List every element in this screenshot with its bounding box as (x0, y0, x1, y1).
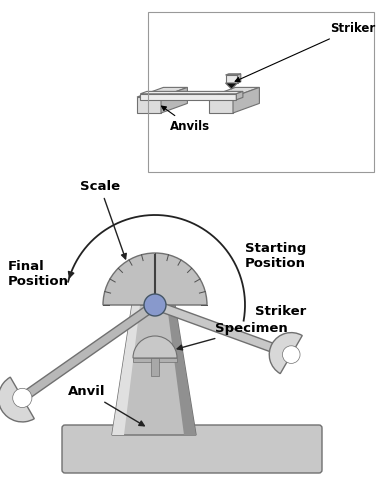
Text: Striker: Striker (255, 305, 306, 318)
Circle shape (144, 294, 166, 316)
Polygon shape (225, 83, 237, 89)
Polygon shape (225, 75, 237, 83)
Polygon shape (137, 88, 187, 97)
Polygon shape (20, 302, 157, 402)
Circle shape (13, 388, 32, 407)
Polygon shape (140, 94, 236, 100)
Wedge shape (269, 332, 302, 374)
Polygon shape (225, 74, 241, 75)
Polygon shape (237, 74, 241, 83)
Polygon shape (137, 97, 161, 113)
Text: Starting
Position: Starting Position (245, 242, 306, 270)
Circle shape (283, 346, 300, 364)
Polygon shape (161, 88, 187, 113)
Polygon shape (154, 301, 293, 359)
Wedge shape (133, 336, 177, 358)
Polygon shape (167, 305, 196, 435)
Polygon shape (236, 92, 243, 100)
Polygon shape (209, 97, 233, 113)
Polygon shape (140, 92, 243, 94)
Polygon shape (233, 88, 260, 113)
FancyBboxPatch shape (62, 425, 322, 473)
Text: Scale: Scale (80, 180, 126, 259)
Wedge shape (0, 377, 34, 422)
Wedge shape (103, 253, 207, 305)
Polygon shape (112, 305, 140, 435)
Bar (151, 358, 159, 376)
Polygon shape (112, 305, 196, 435)
Text: Striker: Striker (235, 22, 375, 82)
Polygon shape (209, 88, 260, 97)
Text: Final
Position: Final Position (8, 260, 69, 288)
Text: Anvil: Anvil (68, 385, 144, 426)
Text: Specimen: Specimen (177, 322, 288, 350)
Text: Anvils: Anvils (162, 106, 210, 133)
Polygon shape (133, 358, 177, 362)
